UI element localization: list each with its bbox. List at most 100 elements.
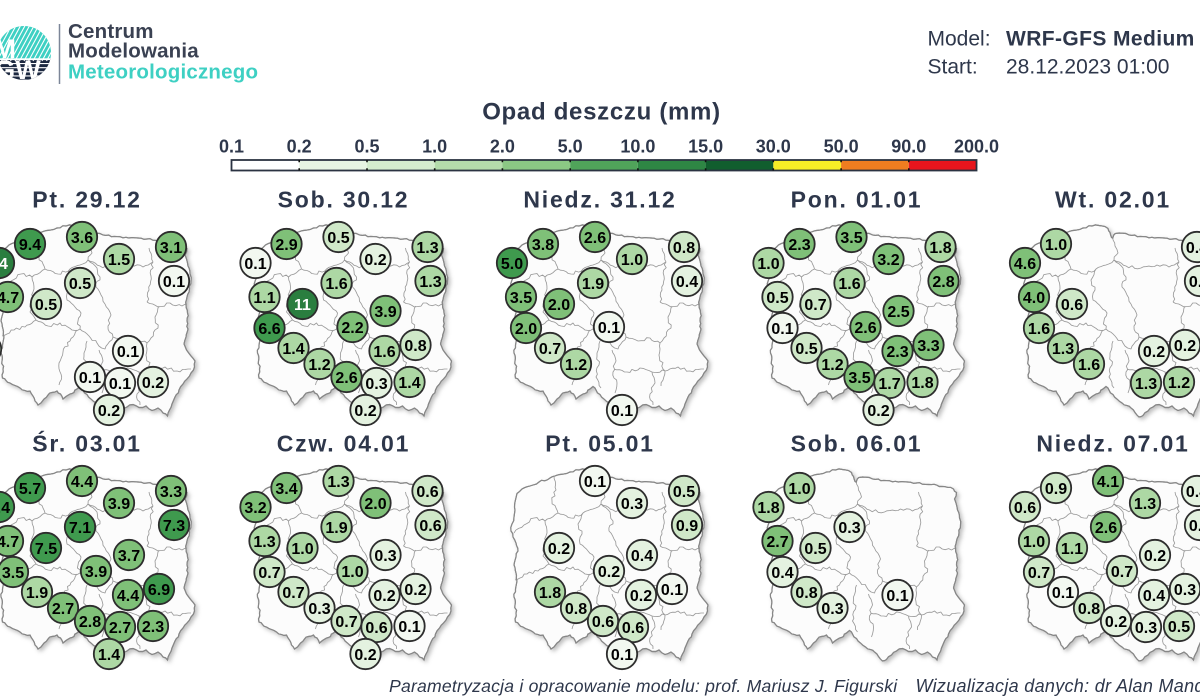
svg-text:0.1: 0.1 (219, 137, 244, 157)
svg-text:0.5: 0.5 (673, 484, 695, 501)
svg-text:3.9: 3.9 (374, 304, 396, 321)
svg-text:0.7: 0.7 (335, 614, 357, 631)
svg-text:0.3: 0.3 (621, 496, 643, 513)
svg-text:2.7: 2.7 (52, 601, 74, 618)
svg-text:11: 11 (294, 297, 311, 314)
svg-text:3.3: 3.3 (160, 484, 182, 501)
svg-text:0.2: 0.2 (98, 403, 120, 420)
svg-text:0.6: 0.6 (592, 614, 614, 631)
svg-text:0.6: 0.6 (622, 620, 644, 637)
svg-text:2.5: 2.5 (887, 304, 909, 321)
svg-text:0.4: 0.4 (676, 274, 698, 291)
svg-text:0.1: 0.1 (398, 619, 420, 636)
svg-text:3.5: 3.5 (510, 290, 532, 307)
svg-text:3.5: 3.5 (840, 230, 862, 247)
svg-text:0.7: 0.7 (804, 297, 826, 314)
svg-text:3.7: 3.7 (118, 548, 140, 565)
svg-text:Sob. 06.01: Sob. 06.01 (791, 431, 923, 457)
svg-text:0.2: 0.2 (142, 375, 164, 392)
svg-text:5.0: 5.0 (501, 256, 523, 273)
svg-text:0.7: 0.7 (539, 341, 561, 358)
svg-text:0.2: 0.2 (598, 564, 620, 581)
svg-text:1.0: 1.0 (341, 564, 363, 581)
svg-text:14: 14 (0, 256, 8, 273)
svg-text:0.1: 0.1 (611, 403, 633, 420)
svg-text:1.4: 1.4 (398, 375, 420, 392)
svg-text:1.0: 1.0 (757, 256, 779, 273)
svg-text:Wt. 02.01: Wt. 02.01 (1055, 187, 1171, 213)
svg-text:0.4: 0.4 (1143, 588, 1165, 605)
svg-text:0.5: 0.5 (804, 541, 826, 558)
svg-text:0.4: 0.4 (1186, 240, 1200, 257)
svg-text:0.1: 0.1 (1052, 585, 1074, 602)
svg-text:1.8: 1.8 (539, 585, 561, 602)
svg-text:0.6: 0.6 (1014, 500, 1036, 517)
svg-text:Parametryzacja i opracowanie m: Parametryzacja i opracowanie modelu: pro… (389, 676, 898, 696)
svg-text:1.6: 1.6 (838, 276, 860, 293)
svg-text:0.2: 0.2 (354, 647, 376, 664)
svg-text:0.8: 0.8 (673, 240, 695, 257)
svg-text:2.7: 2.7 (109, 620, 131, 637)
svg-text:0.2: 0.2 (630, 588, 652, 605)
svg-text:0.5: 0.5 (1168, 619, 1190, 636)
svg-text:0.1: 0.1 (611, 647, 633, 664)
svg-text:2.6: 2.6 (584, 230, 606, 247)
svg-text:4.4: 4.4 (117, 588, 139, 605)
svg-text:0.8: 0.8 (1078, 601, 1100, 618)
svg-text:0.3: 0.3 (1174, 582, 1196, 599)
svg-text:0.5: 0.5 (35, 297, 57, 314)
svg-text:6.4: 6.4 (0, 500, 10, 517)
svg-text:50.0: 50.0 (824, 137, 859, 157)
svg-text:2.9: 2.9 (275, 237, 297, 254)
svg-text:0.8: 0.8 (404, 338, 426, 355)
svg-text:3.1: 3.1 (160, 240, 182, 257)
svg-text:5.7: 5.7 (19, 481, 41, 498)
svg-text:2.8: 2.8 (932, 274, 954, 291)
svg-text:Pon. 01.01: Pon. 01.01 (791, 187, 923, 213)
svg-text:0.1: 0.1 (598, 320, 620, 337)
svg-text:3.6: 3.6 (71, 230, 93, 247)
svg-text:Wizualizacja danych: dr Alan M: Wizualizacja danych: dr Alan Mandal (916, 676, 1200, 696)
svg-text:1.8: 1.8 (757, 500, 779, 517)
svg-text:0.2: 0.2 (1105, 614, 1127, 631)
svg-text:0.5: 0.5 (354, 137, 379, 157)
svg-text:2.6: 2.6 (1095, 520, 1117, 537)
svg-text:0.6: 0.6 (419, 518, 441, 535)
svg-text:1.6: 1.6 (373, 344, 395, 361)
svg-text:1.7: 1.7 (878, 376, 900, 393)
svg-text:0.3: 0.3 (308, 601, 330, 618)
svg-text:90.0: 90.0 (891, 137, 926, 157)
svg-text:200.0: 200.0 (954, 137, 999, 157)
svg-text:0.7: 0.7 (1028, 565, 1050, 582)
svg-text:4.7: 4.7 (0, 290, 19, 307)
svg-text:9.4: 9.4 (19, 237, 41, 254)
svg-text:1.3: 1.3 (253, 534, 275, 551)
svg-text:2.3: 2.3 (788, 237, 810, 254)
svg-text:Start:: Start: (928, 56, 978, 79)
svg-text:0.8: 0.8 (565, 601, 587, 618)
svg-text:3.8: 3.8 (532, 237, 554, 254)
svg-text:Czw. 04.01: Czw. 04.01 (277, 431, 410, 457)
svg-text:4.7: 4.7 (0, 534, 19, 551)
svg-text:3.3: 3.3 (917, 338, 939, 355)
svg-text:0.7: 0.7 (258, 565, 280, 582)
svg-text:0.2: 0.2 (1189, 518, 1200, 535)
svg-text:0.1: 0.1 (771, 321, 793, 338)
svg-text:1.2: 1.2 (308, 357, 330, 374)
svg-text:0.2: 0.2 (404, 582, 426, 599)
svg-text:Model:: Model: (928, 28, 991, 51)
svg-text:1.1: 1.1 (253, 290, 275, 307)
svg-text:Pt. 29.12: Pt. 29.12 (32, 187, 142, 213)
svg-text:WRF-GFS Medium: WRF-GFS Medium (1006, 28, 1195, 51)
svg-text:6.6: 6.6 (258, 321, 280, 338)
svg-text:Sob. 30.12: Sob. 30.12 (278, 187, 410, 213)
svg-text:1.3: 1.3 (327, 474, 349, 491)
svg-text:0.1: 0.1 (79, 370, 101, 387)
svg-text:0.6: 0.6 (416, 484, 438, 501)
svg-text:0.1: 0.1 (886, 588, 908, 605)
svg-text:4.1: 4.1 (1097, 474, 1119, 491)
svg-text:3.9: 3.9 (85, 564, 107, 581)
svg-text:7.1: 7.1 (69, 520, 91, 537)
svg-text:3.5: 3.5 (848, 370, 870, 387)
svg-text:3.9: 3.9 (108, 496, 130, 513)
